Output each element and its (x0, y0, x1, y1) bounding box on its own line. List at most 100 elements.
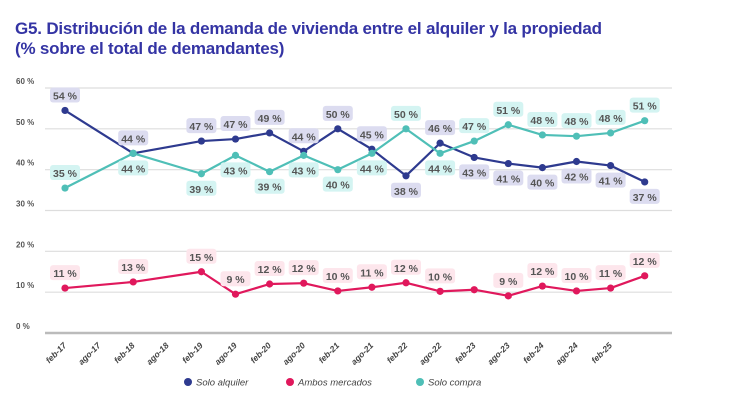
data-label: 10 % (326, 271, 351, 283)
data-label-bg (391, 105, 421, 121)
y-tick-label: 60 % (16, 77, 34, 86)
data-point (436, 139, 444, 147)
data-label-bg (118, 130, 149, 146)
data-label-bg (629, 188, 660, 204)
data-point (334, 166, 342, 174)
data-label: 44 % (292, 131, 317, 143)
data-label-bg (186, 180, 217, 196)
data-point (607, 129, 615, 137)
data-point (504, 292, 512, 300)
data-label-bg (220, 271, 251, 287)
data-label-bg (254, 261, 285, 276)
data-point (197, 268, 205, 276)
y-tick-label: 50 % (16, 118, 34, 127)
data-point (231, 290, 240, 298)
data-label-bg (527, 263, 558, 279)
data-label: 44 % (428, 163, 453, 175)
data-point (402, 125, 410, 133)
data-label-bg (118, 160, 149, 176)
data-point (641, 272, 649, 280)
data-point (607, 161, 615, 170)
data-label: 12 % (530, 266, 555, 278)
data-point (572, 132, 581, 140)
data-label-bg (459, 118, 490, 134)
data-point (538, 131, 547, 139)
data-point (641, 178, 649, 186)
title-line-2: (% sobre el total de demandantes) (15, 39, 285, 58)
series-line-ambos-mercados (64, 270, 646, 297)
data-label-bg (186, 248, 217, 264)
data-point (470, 137, 478, 145)
data-point (61, 184, 69, 192)
data-point (572, 287, 581, 295)
data-point (334, 125, 342, 133)
data-point (538, 164, 547, 172)
data-point (129, 149, 137, 157)
data-label-bg (356, 160, 387, 176)
x-tick-label: ago-21 (349, 340, 376, 367)
data-label: 39 % (258, 182, 283, 194)
data-label: 39 % (189, 184, 214, 196)
data-label: 46 % (428, 123, 453, 135)
x-tick-label: feb-21 (316, 340, 341, 365)
legend-marker (286, 378, 294, 386)
series-line-solo-compra (64, 119, 646, 190)
y-tick-label: 0 % (16, 322, 30, 331)
x-tick-label: ago-18 (144, 340, 171, 367)
data-label: 50 % (394, 109, 419, 121)
chart-title: G5. Distribución de la demanda de vivien… (15, 19, 602, 59)
data-point (266, 129, 274, 137)
data-label-bg (629, 252, 660, 268)
data-label-bg (527, 174, 558, 190)
x-tick-label: ago-23 (485, 340, 512, 367)
legend-label: Solo alquiler (196, 378, 249, 389)
x-tick-label: ago-22 (417, 340, 444, 367)
data-label-bg (220, 116, 251, 132)
y-tick-label: 20 % (16, 240, 34, 249)
data-point (61, 106, 69, 115)
data-point (538, 282, 547, 290)
data-label: 44 % (121, 163, 146, 175)
x-tick-label: ago-17 (76, 339, 103, 366)
data-point (436, 149, 444, 157)
x-tick-label: feb-22 (385, 340, 410, 365)
data-label-bg (322, 176, 353, 192)
data-label: 47 % (224, 119, 249, 131)
data-label-bg (493, 101, 524, 117)
data-point (300, 279, 308, 287)
data-label-bg (50, 87, 80, 103)
data-label: 40 % (530, 178, 555, 190)
data-label: 48 % (599, 113, 624, 125)
data-label-bg (254, 178, 285, 194)
x-tick-label: feb-25 (589, 340, 614, 365)
data-label: 42 % (565, 172, 590, 184)
data-label: 9 % (226, 274, 245, 286)
data-label-bg (425, 120, 456, 136)
data-label: 12 % (258, 264, 283, 276)
data-point (266, 168, 274, 176)
x-tick-label: feb-23 (453, 340, 478, 365)
data-label: 43 % (462, 167, 487, 179)
data-label: 11 % (53, 268, 77, 280)
data-point (368, 149, 376, 157)
data-point (231, 135, 240, 143)
data-label: 51 % (633, 101, 658, 113)
data-label-bg (493, 272, 524, 288)
x-tick-label: feb-24 (521, 340, 546, 365)
legend-label: Solo compra (428, 378, 481, 389)
x-tick-label: feb-18 (112, 340, 137, 365)
data-label: 40 % (326, 180, 351, 192)
data-label: 15 % (189, 252, 214, 264)
data-label-bg (186, 118, 217, 134)
data-label-bg (459, 164, 490, 180)
data-label-bg (561, 168, 592, 184)
data-point (607, 284, 615, 292)
data-label: 43 % (224, 165, 249, 177)
data-label-bg (356, 126, 387, 142)
data-label: 47 % (189, 121, 214, 133)
data-label-bg (288, 162, 319, 178)
data-label: 43 % (292, 165, 317, 177)
data-label-bg (220, 162, 251, 178)
data-label: 54 % (53, 90, 78, 102)
data-label: 44 % (360, 163, 385, 175)
